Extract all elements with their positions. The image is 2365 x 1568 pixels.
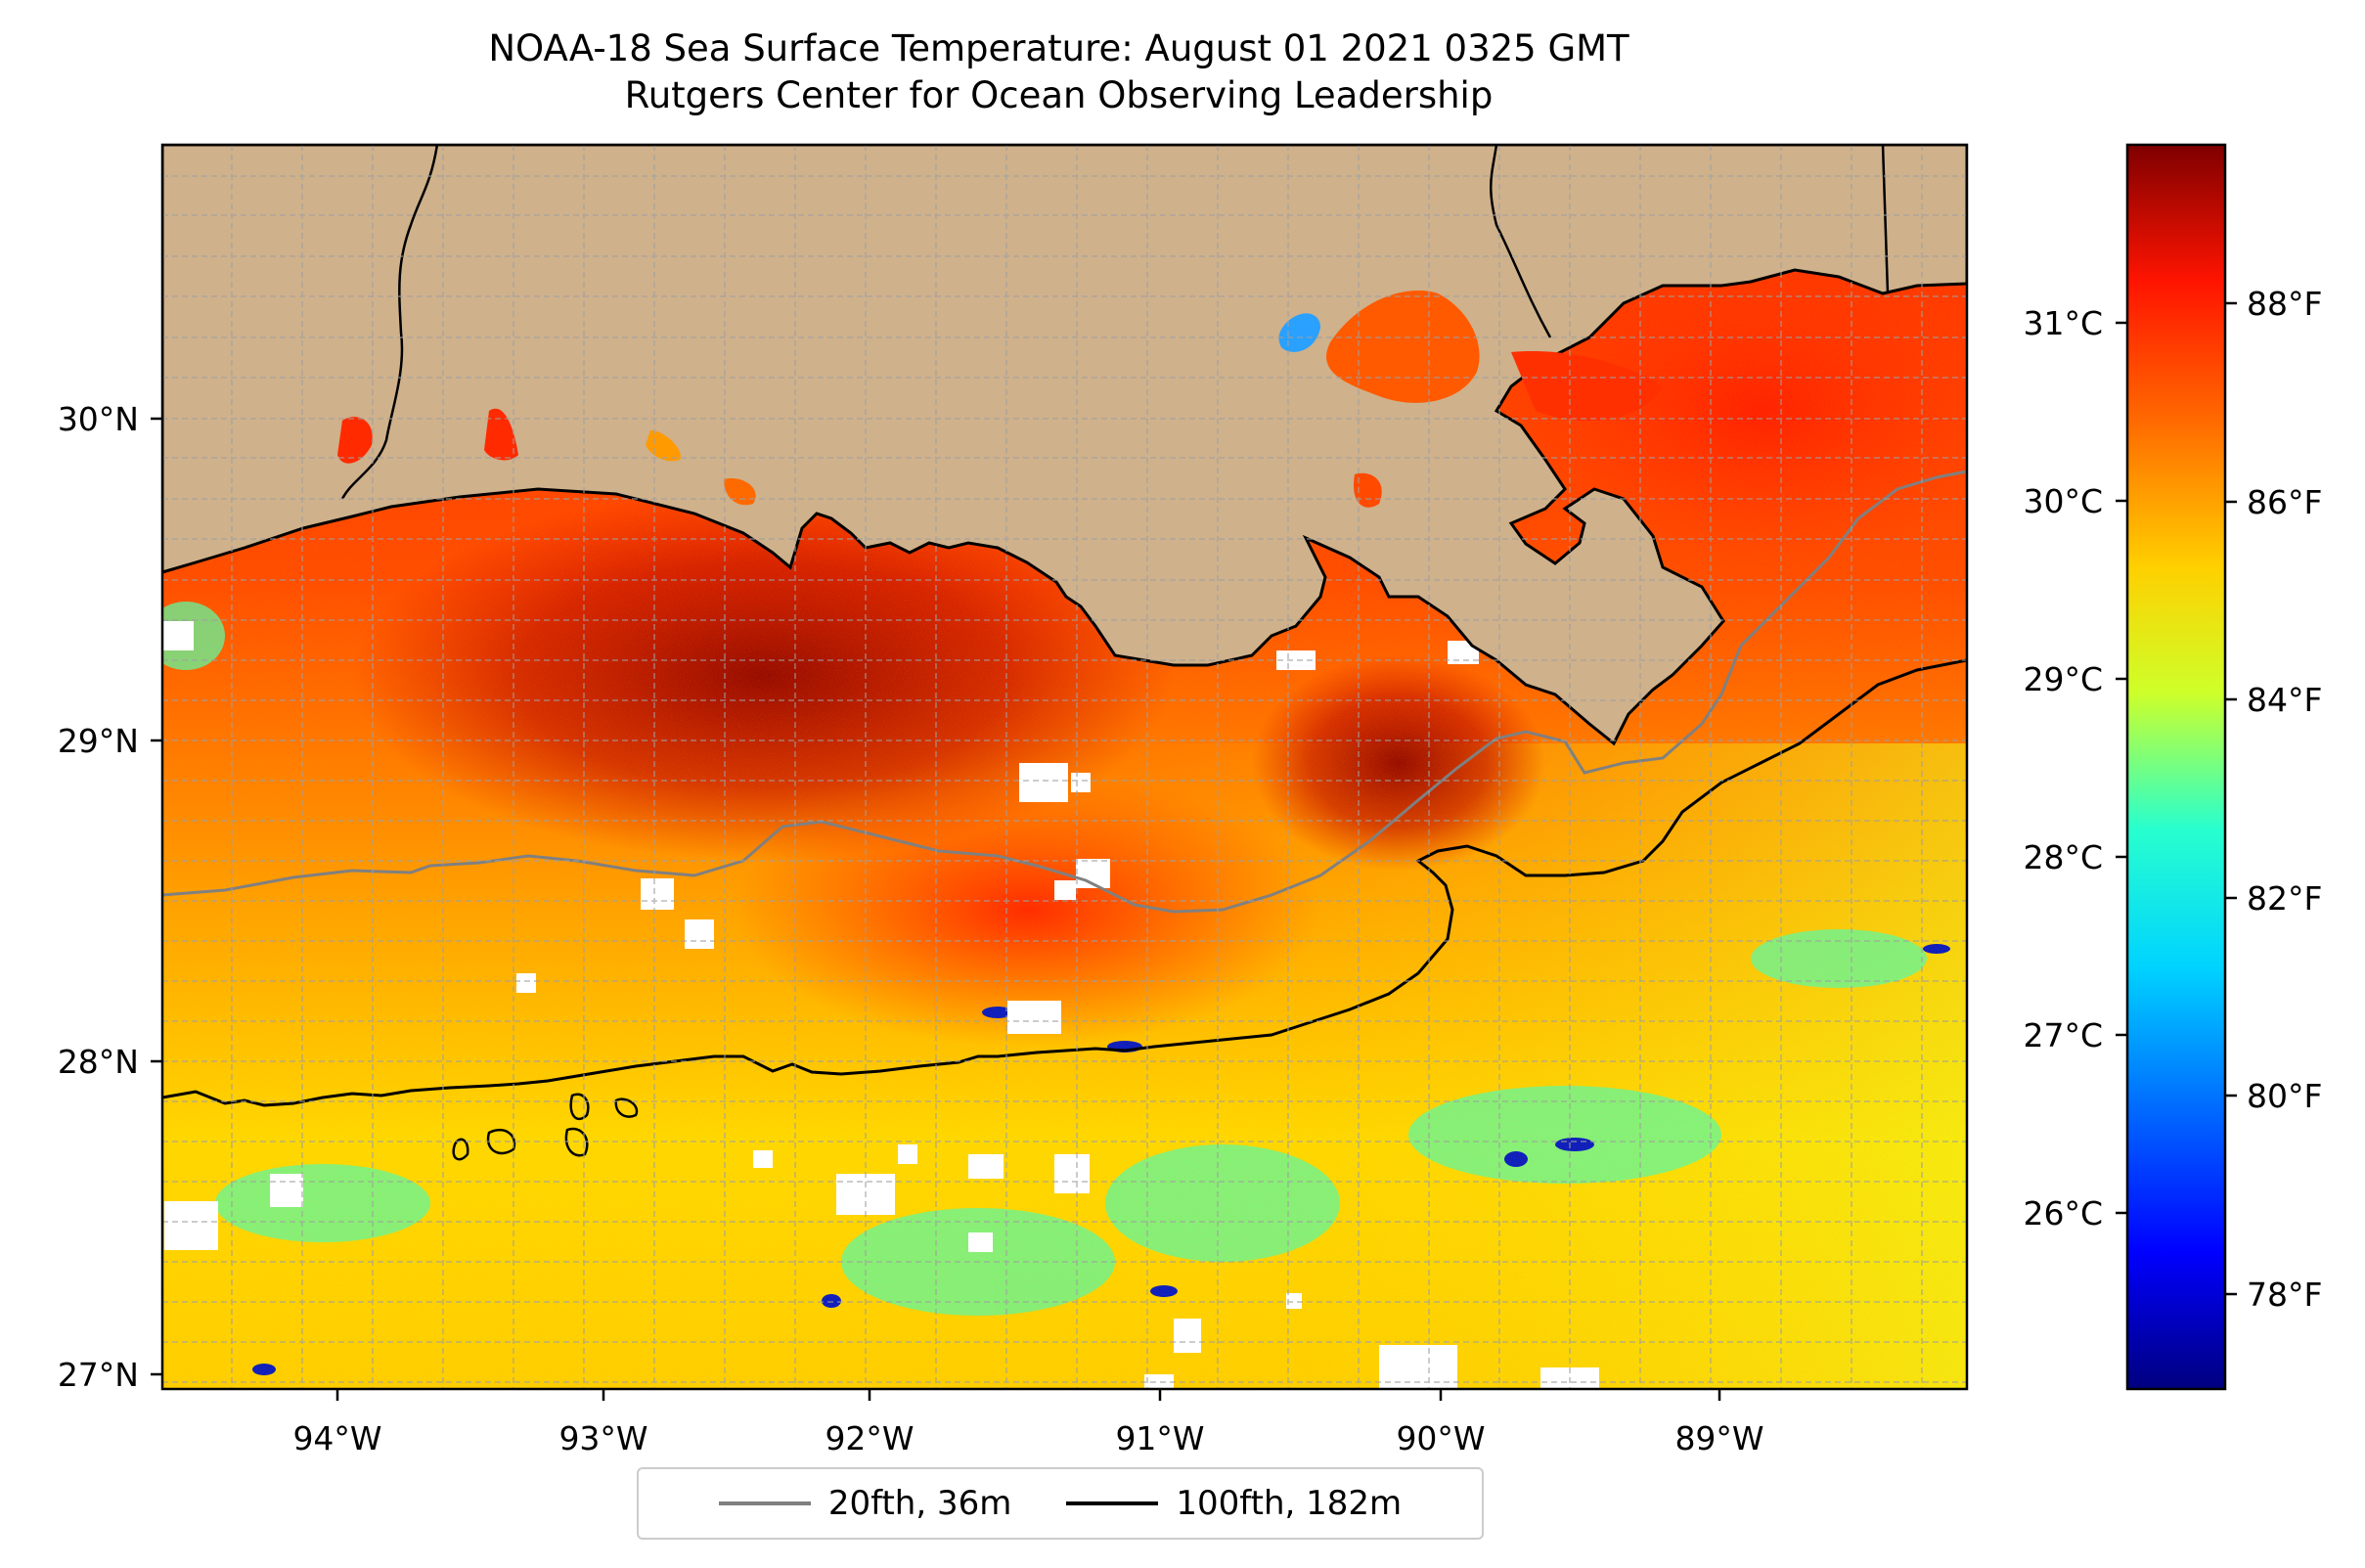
- isobath-islands: [452, 1093, 639, 1161]
- legend-item-100fth: 100fth, 182m: [1066, 1484, 1402, 1523]
- title-line-1: NOAA-18 Sea Surface Temperature: August …: [488, 27, 1629, 69]
- axis-ticks: [151, 417, 1721, 1401]
- lat-tick-labels: 30°N 29°N 28°N 27°N: [58, 400, 139, 1394]
- state-borders: [340, 145, 1890, 500]
- fahrenheit-tick-label: 84°F: [2247, 681, 2322, 719]
- fahrenheit-tick-label: 88°F: [2247, 285, 2322, 323]
- map-title: NOAA-18 Sea Surface Temperature: August …: [156, 25, 1961, 119]
- lon-tick-label: 89°W: [1674, 1419, 1763, 1457]
- map-frame: [160, 143, 1969, 1391]
- fahrenheit-tick-label: 78°F: [2247, 1276, 2322, 1314]
- isobath-20fth: [162, 470, 1967, 914]
- legend: 20fth, 36m 100fth, 182m: [637, 1467, 1484, 1540]
- colorbar: [2125, 143, 2227, 1391]
- colorbar-ticks: [2116, 301, 2237, 1296]
- fahrenheit-tick-label: 82°F: [2247, 879, 2322, 918]
- legend-label: 20fth, 36m: [827, 1484, 1012, 1523]
- map-panel: [162, 145, 1967, 1389]
- legend-item-20fth: 20fth, 36m: [718, 1484, 1012, 1523]
- celsius-tick-label: 26°C: [2023, 1194, 2103, 1232]
- lon-tick-label: 94°W: [292, 1419, 381, 1457]
- lon-tick-label: 90°W: [1396, 1419, 1485, 1457]
- inland-lakes: [337, 291, 1663, 508]
- fahrenheit-labels: 88°F 86°F 84°F 82°F 80°F 78°F: [2247, 285, 2322, 1314]
- fahrenheit-tick-label: 86°F: [2247, 483, 2322, 521]
- legend-label: 100fth, 182m: [1176, 1484, 1403, 1523]
- lat-tick-label: 27°N: [58, 1356, 139, 1394]
- legend-line-black: [1066, 1501, 1159, 1505]
- isobath-100fth: [162, 658, 1967, 1107]
- celsius-tick-label: 31°C: [2023, 304, 2103, 342]
- lon-tick-label: 92°W: [825, 1419, 914, 1457]
- celsius-tick-label: 28°C: [2023, 838, 2103, 876]
- title-line-2: Rutgers Center for Ocean Observing Leade…: [624, 74, 1494, 116]
- celsius-labels: 31°C 30°C 29°C 28°C 27°C 26°C: [2023, 304, 2103, 1232]
- lat-tick-label: 30°N: [58, 400, 139, 438]
- celsius-tick-label: 27°C: [2023, 1016, 2103, 1054]
- celsius-tick-label: 29°C: [2023, 660, 2103, 698]
- land-mass: [162, 145, 1967, 746]
- legend-line-gray: [718, 1501, 811, 1505]
- gridlines: [162, 145, 1967, 1389]
- lat-tick-label: 29°N: [58, 722, 139, 760]
- fahrenheit-tick-label: 80°F: [2247, 1077, 2322, 1115]
- lon-tick-label: 93°W: [558, 1419, 647, 1457]
- lat-tick-label: 28°N: [58, 1043, 139, 1081]
- lon-tick-labels: 94°W 93°W 92°W 91°W 90°W 89°W: [292, 1419, 1763, 1457]
- celsius-tick-label: 30°C: [2023, 482, 2103, 520]
- lon-tick-label: 91°W: [1115, 1419, 1204, 1457]
